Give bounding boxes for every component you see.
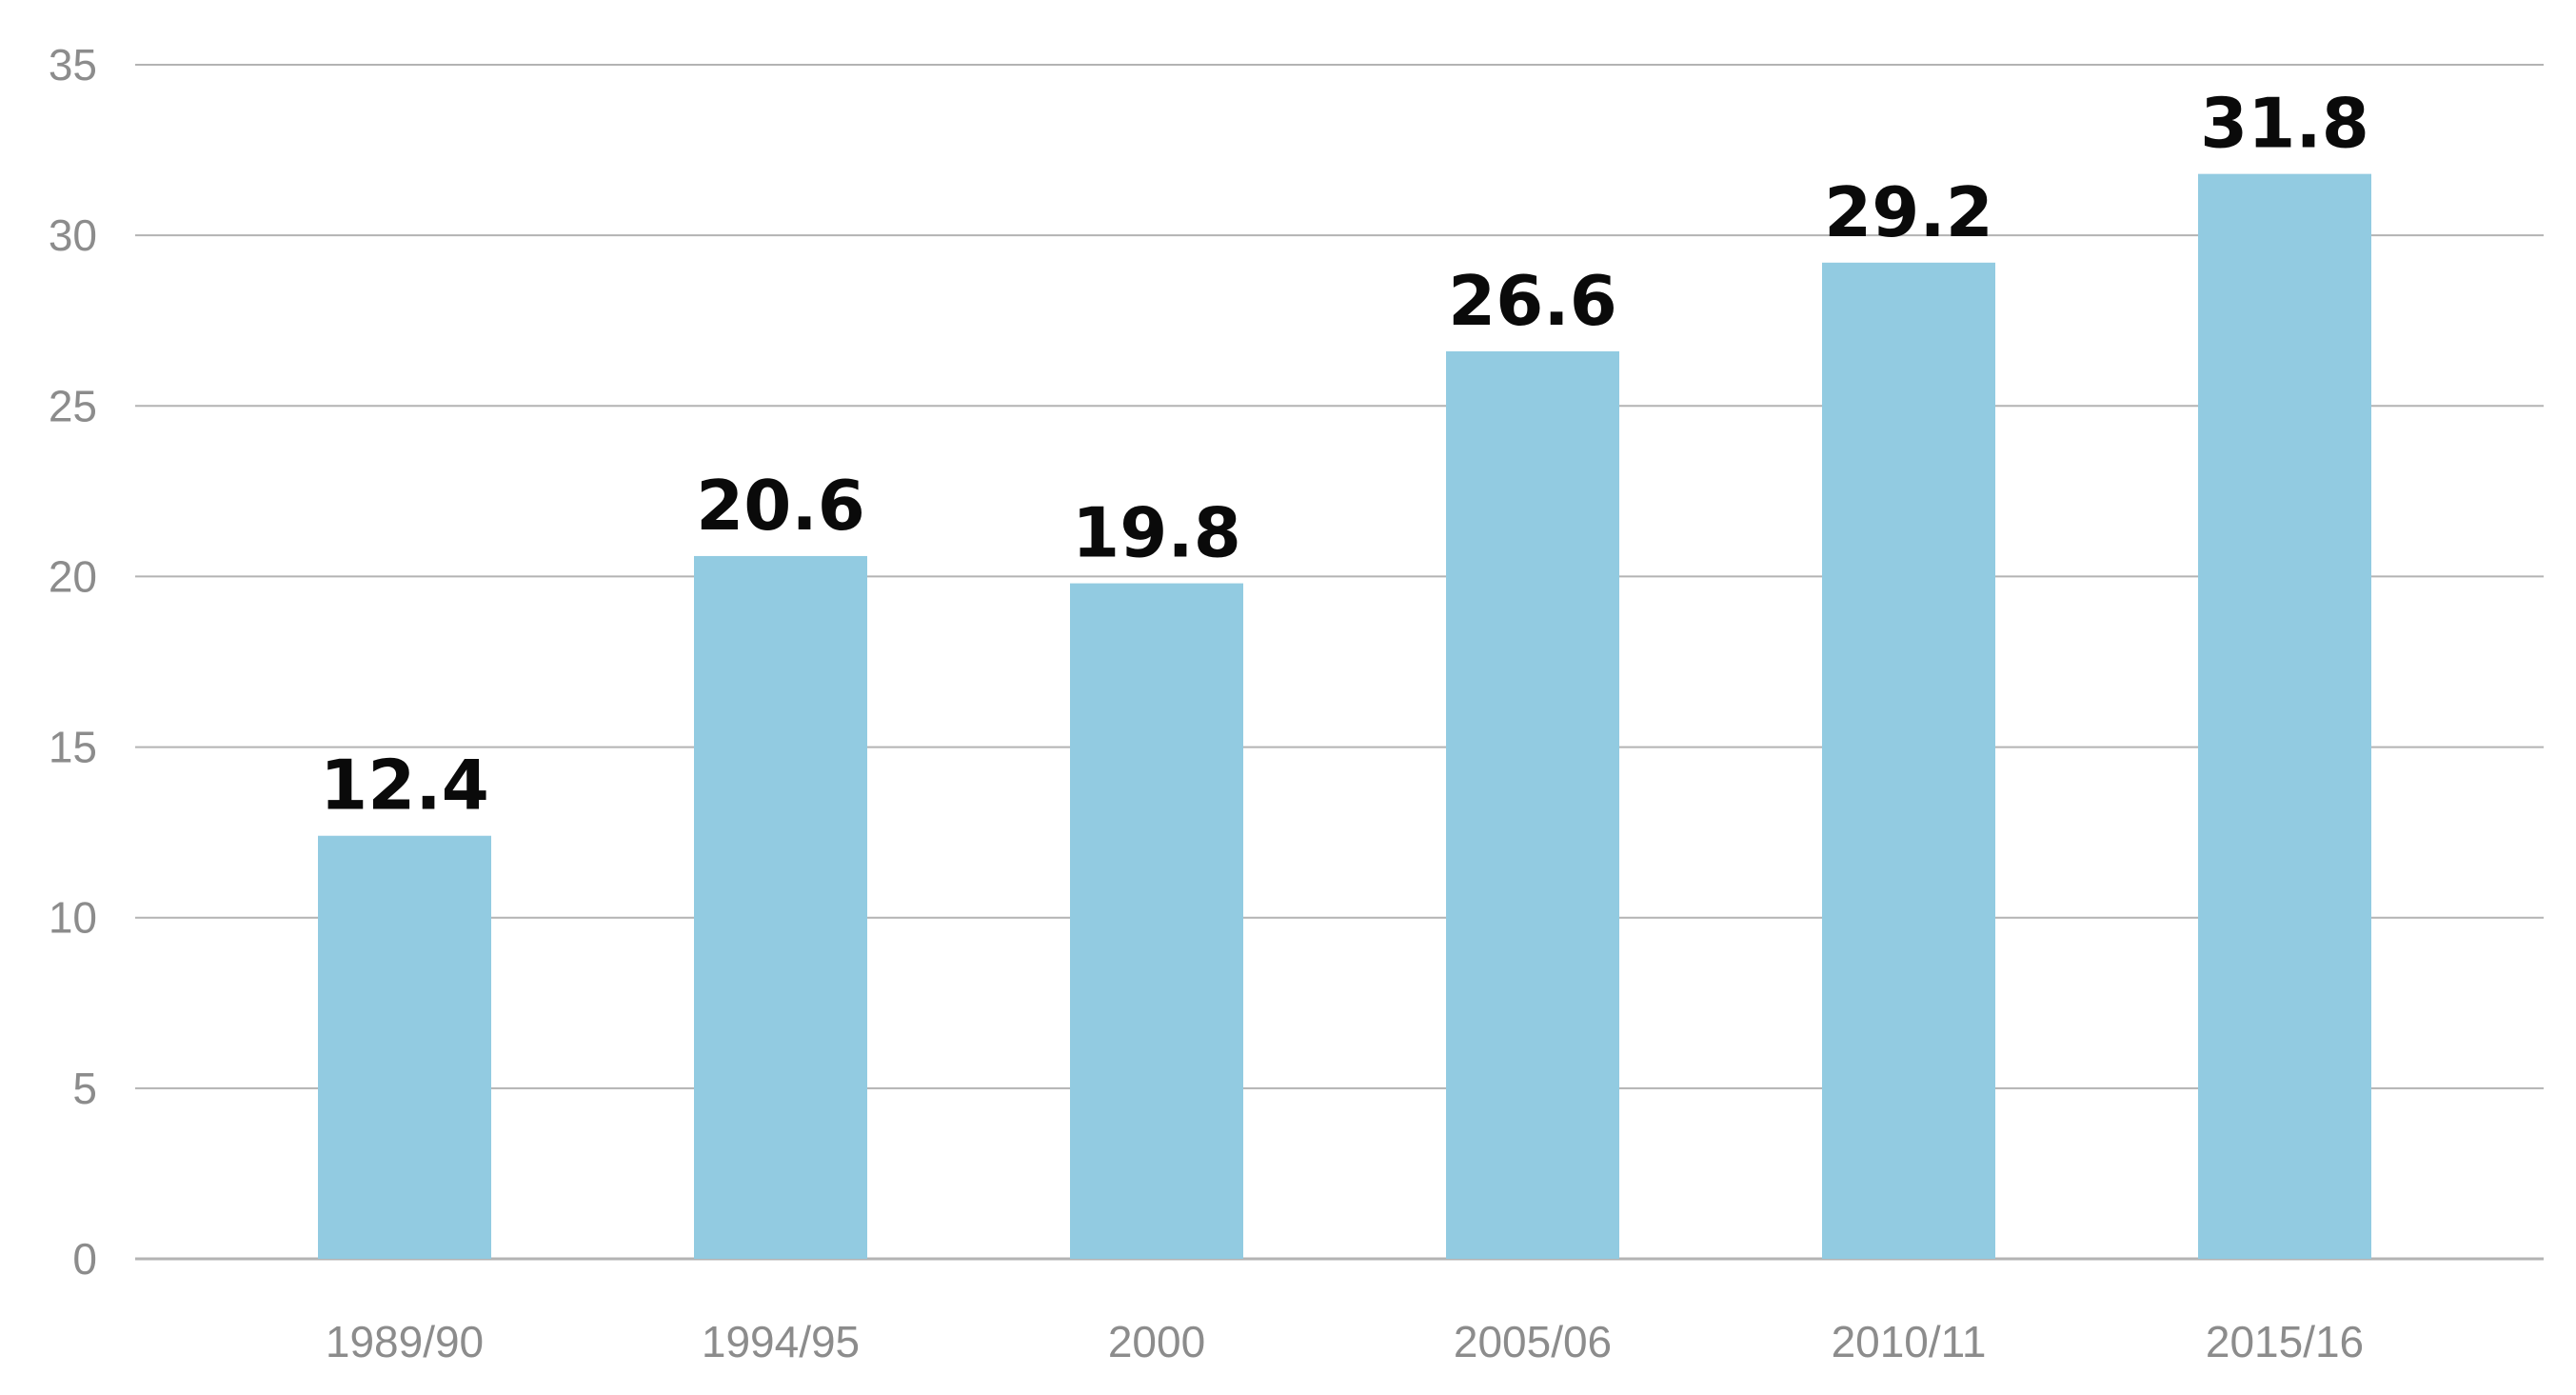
x-axis-ticks: 1989/90 1994/95 2000 2005/06 2010/11 2015/16 (326, 1317, 2364, 1366)
bar (694, 555, 867, 1259)
x-tick-label: 2005/06 (1454, 1317, 1612, 1366)
data-label: 20.6 (696, 466, 865, 546)
y-tick-label: 30 (49, 210, 97, 260)
y-tick-label: 0 (72, 1234, 97, 1284)
data-labels: 12.4 20.6 19.8 26.6 29.2 31.8 (320, 84, 2369, 826)
x-tick-label: 2000 (1108, 1317, 1205, 1366)
data-label: 19.8 (1072, 493, 1241, 573)
bar (1070, 583, 1243, 1259)
x-tick-label: 1994/95 (702, 1317, 860, 1366)
gridlines (135, 64, 2544, 1261)
data-label: 12.4 (320, 746, 489, 826)
y-tick-label: 10 (49, 893, 97, 943)
data-label: 31.8 (2200, 84, 2369, 164)
bars (318, 173, 2371, 1260)
x-tick-label: 2015/16 (2206, 1317, 2364, 1366)
bar (1446, 350, 1619, 1260)
bar (1822, 262, 1995, 1260)
y-tick-label: 15 (49, 723, 97, 772)
bar (2198, 173, 2371, 1260)
bar (318, 835, 491, 1259)
y-tick-label: 20 (49, 551, 97, 601)
y-tick-label: 5 (72, 1064, 97, 1113)
data-label: 29.2 (1824, 172, 1993, 252)
x-tick-label: 1989/90 (326, 1317, 484, 1366)
y-axis-ticks: 0 5 10 15 20 25 30 35 (49, 40, 97, 1284)
y-tick-label: 25 (49, 381, 97, 430)
x-tick-label: 2010/11 (1832, 1317, 1987, 1366)
y-tick-label: 35 (49, 40, 97, 90)
data-label: 26.6 (1448, 261, 1617, 341)
